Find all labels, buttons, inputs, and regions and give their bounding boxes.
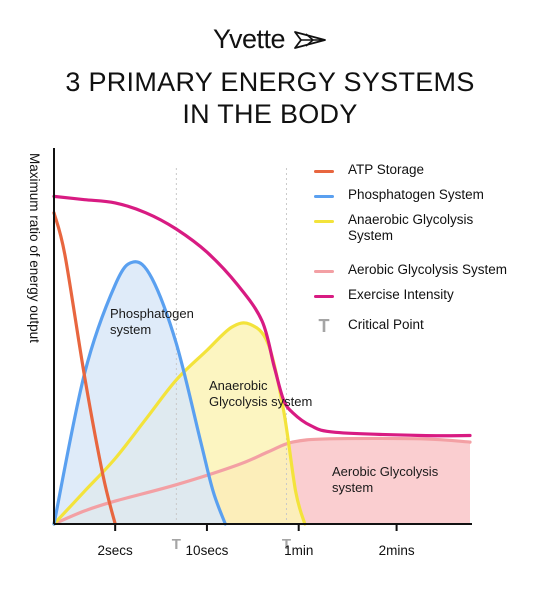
area-phosphatogen-system — [54, 261, 226, 524]
legend-item-atp-storage: ATP Storage — [314, 162, 534, 178]
legend-swatch-intensity — [314, 295, 334, 298]
region-label-aerobic-1: Aerobic Glycolysis — [332, 464, 439, 479]
region-label-anaerobic-1: Anaerobic — [209, 378, 268, 393]
region-label-anaerobic-2: Glycolysis system — [209, 394, 312, 409]
title-line-1: 3 PRIMARY ENERGY SYSTEMS — [65, 67, 475, 97]
x-tick-label-2secs: 2secs — [98, 543, 134, 558]
x-tick-label-2mins: 2mins — [379, 543, 415, 558]
page-title: 3 PRIMARY ENERGY SYSTEMS IN THE BODY — [0, 66, 540, 130]
x-tick-label-10secs: 10secs — [186, 543, 229, 558]
series-line-atp-storage — [52, 211, 117, 526]
legend-label-anaerobic: Anaerobic Glycolysis System — [348, 212, 474, 243]
critical-point-icon: T — [318, 316, 330, 336]
critical-point-marker-1: T — [172, 536, 181, 553]
legend-label-critical-point: Critical Point — [348, 317, 424, 332]
legend-item-aerobic: Aerobic Glycolysis System — [314, 262, 534, 278]
x-tick-label-1min: 1min — [284, 543, 313, 558]
series-line-exercise-intensity — [52, 194, 472, 438]
region-label-phosphatogen-1: Phosphatogen — [110, 306, 194, 321]
legend-item-anaerobic: Anaerobic Glycolysis System — [314, 212, 534, 244]
title-line-2: IN THE BODY — [182, 99, 358, 129]
region-label-aerobic-2: system — [332, 480, 373, 495]
legend-label-atp: ATP Storage — [348, 162, 425, 177]
legend-item-intensity: Exercise Intensity — [314, 287, 534, 303]
brand-header: Yvette — [0, 24, 540, 55]
legend-swatch-phosphatogen — [314, 195, 334, 198]
legend-swatch-atp — [314, 170, 334, 173]
legend-swatch-aerobic — [314, 270, 334, 273]
legend-label-intensity: Exercise Intensity — [348, 287, 454, 302]
legend-label-phosphatogen: Phosphatogen System — [348, 187, 484, 202]
y-axis-label: Maximum ratio of energy output — [27, 153, 42, 343]
legend-item-critical-point: T Critical Point — [314, 317, 534, 335]
legend-swatch-anaerobic — [314, 220, 334, 223]
region-label-phosphatogen-2: system — [110, 322, 151, 337]
brand-name: Yvette — [212, 24, 286, 54]
critical-point-marker-2: T — [282, 536, 291, 553]
legend-label-aerobic: Aerobic Glycolysis System — [348, 262, 508, 277]
paper-plane-logo-icon — [294, 30, 326, 49]
series-line-anaerobic-glycolysis-system — [52, 321, 307, 526]
legend-item-phosphatogen: Phosphatogen System — [314, 187, 534, 203]
series-line-aerobic-glycolysis-system — [52, 436, 472, 526]
